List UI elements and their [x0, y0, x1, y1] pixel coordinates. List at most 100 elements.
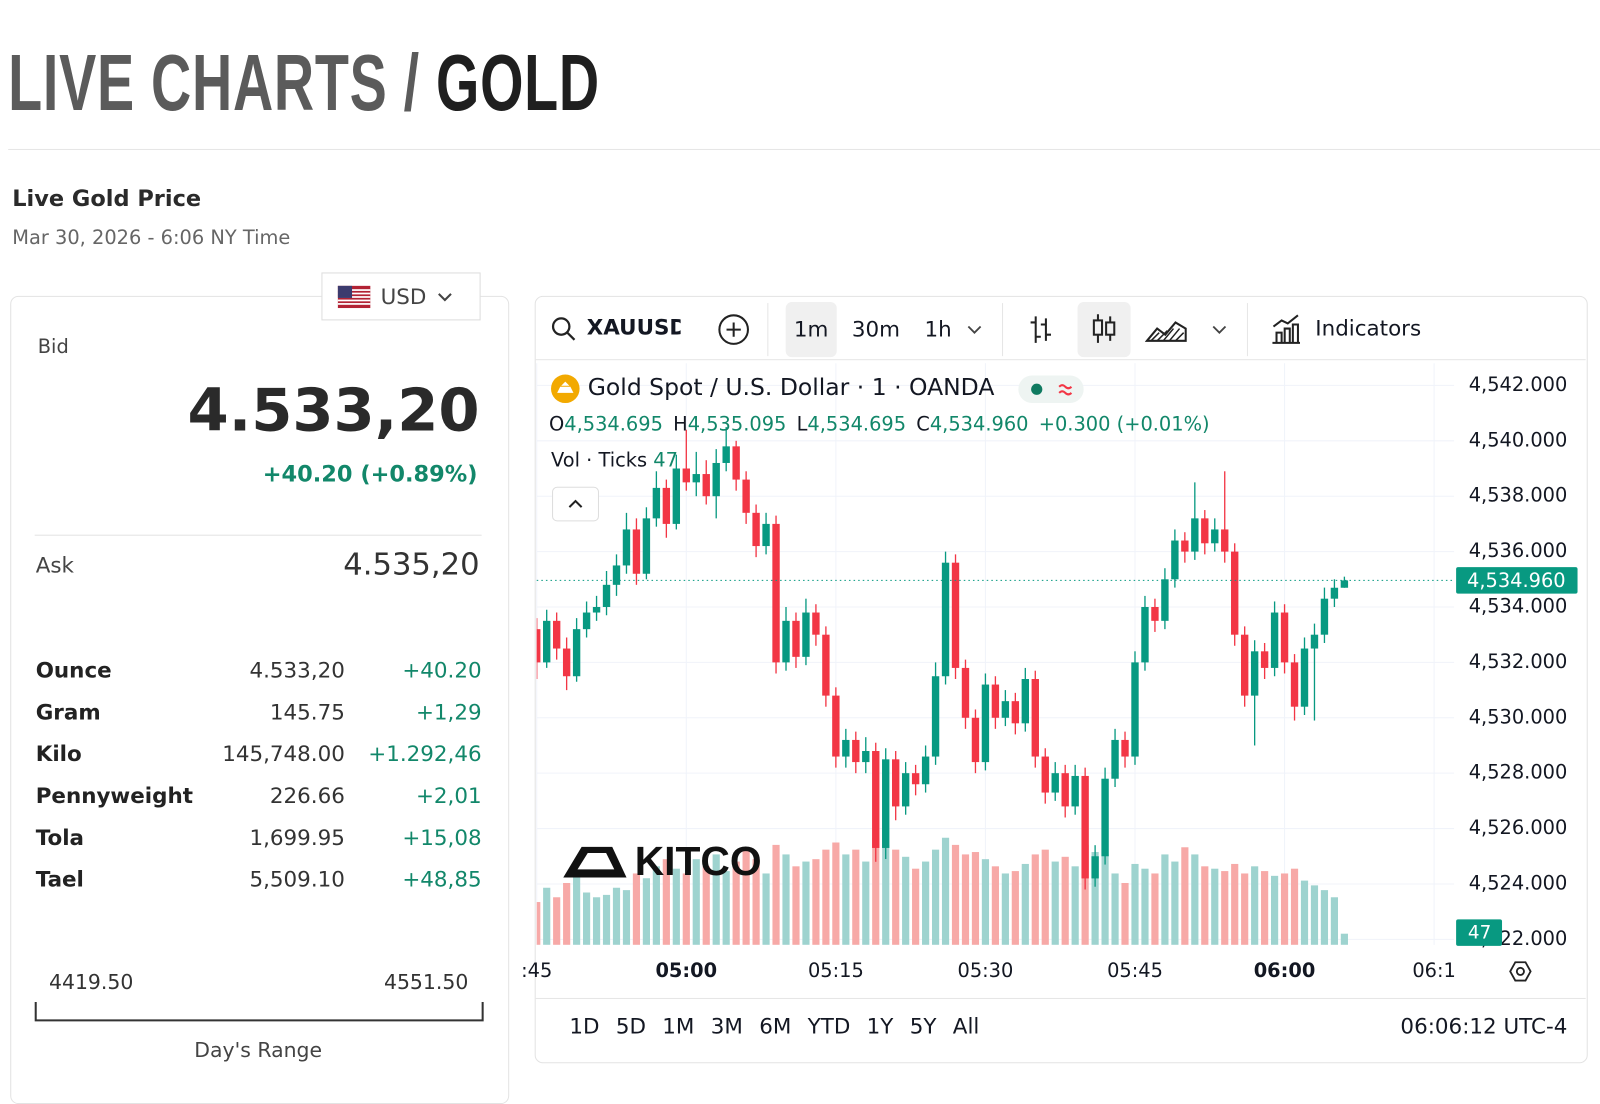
compare-button[interactable]	[716, 312, 751, 347]
sep	[1002, 303, 1004, 357]
range-button[interactable]: YTD	[807, 1014, 851, 1039]
ohlc-key: C	[916, 413, 930, 436]
candle-body	[712, 462, 720, 497]
volume-bar	[1061, 856, 1069, 945]
candles-icon	[1092, 314, 1116, 343]
range-button[interactable]: All	[952, 1014, 980, 1039]
volume-bar	[1011, 871, 1019, 945]
volume-bar	[862, 861, 870, 945]
clock: 06:06:12 UTC-4	[1400, 1014, 1568, 1039]
interval-button[interactable]: 30m	[851, 317, 901, 342]
volume-bar	[812, 859, 820, 945]
indicators-icon[interactable]	[1269, 312, 1302, 345]
volume-bar	[1310, 885, 1319, 945]
unit-name: Gram	[35, 699, 101, 725]
sep	[1246, 303, 1248, 357]
ohlc-value: 4,534.695	[807, 413, 907, 436]
range-button[interactable]: 5D	[615, 1014, 646, 1039]
volume-bar	[792, 866, 800, 945]
interval-button[interactable]: 1h	[924, 317, 952, 342]
volume-bar	[1001, 873, 1009, 945]
candle-body	[822, 634, 830, 696]
bars-icon[interactable]	[1027, 314, 1056, 345]
volume-bar	[1320, 890, 1329, 945]
volume-bar	[1171, 861, 1179, 945]
search-icon[interactable]	[551, 316, 578, 343]
candle-body	[622, 529, 631, 566]
y-tick-label: 4,530.000	[1469, 705, 1568, 728]
volume-bar	[752, 859, 760, 945]
volume-tag	[1456, 919, 1503, 946]
candle-body	[1320, 598, 1329, 635]
collapse-button[interactable]	[552, 486, 599, 522]
volume-bar	[632, 873, 641, 945]
plot	[536, 426, 1349, 945]
candle-body	[1161, 579, 1169, 621]
candle-body	[632, 529, 641, 574]
area-icon[interactable]	[1144, 314, 1188, 343]
interval-group: 1m 30m 1h	[785, 302, 968, 358]
volume-bar	[1041, 849, 1049, 945]
unit-price: 145.75	[269, 699, 345, 725]
symbol[interactable]: XAUUSD	[586, 315, 681, 340]
y-tick-label: 4,532.000	[1469, 650, 1568, 673]
volume-bar	[622, 890, 631, 945]
candle-body	[672, 468, 681, 524]
chevron[interactable]	[1211, 324, 1227, 334]
bid-change: +40.20 (+0.89%)	[262, 462, 478, 488]
range-button[interactable]: 3M	[710, 1014, 743, 1039]
section-heading: Live Gold Price	[12, 186, 202, 213]
candle-body	[742, 479, 750, 513]
chart-title: Gold Spot / U.S. Dollar · 1 · OANDA	[587, 374, 995, 402]
volume-bar	[852, 849, 860, 945]
active-chart-type[interactable]	[1077, 302, 1131, 358]
volume-bar	[1290, 868, 1299, 945]
range-button[interactable]: 1M	[662, 1014, 695, 1039]
currency-select[interactable]: USD	[321, 272, 481, 321]
candle-body	[1101, 778, 1109, 857]
flag-icon	[337, 285, 371, 308]
candle-body	[1300, 648, 1309, 707]
candle-body	[662, 487, 671, 524]
status-pill	[1018, 375, 1084, 404]
candle-body	[752, 512, 760, 547]
candle-body	[1280, 612, 1289, 663]
candle-body	[782, 620, 790, 663]
volume-bar	[1251, 866, 1259, 945]
range-button[interactable]: 5Y	[909, 1014, 937, 1039]
range-button[interactable]: 6M	[759, 1014, 792, 1039]
candle-body	[692, 474, 700, 483]
candle-body	[991, 684, 1000, 718]
candle-body	[882, 759, 890, 848]
candle-body	[1041, 756, 1049, 793]
volume-tag-label: 47	[1468, 923, 1491, 944]
range-label: Day's Range	[194, 1037, 323, 1063]
candle-body	[1211, 529, 1219, 544]
price-card	[10, 295, 510, 1104]
volume-bar	[1191, 854, 1199, 945]
volume-bar	[563, 882, 571, 945]
volume-bar	[1181, 847, 1189, 945]
unit-name: Tola	[35, 825, 85, 850]
volume-bar	[573, 871, 581, 945]
volume-bar	[1221, 871, 1229, 945]
candle-body	[1330, 587, 1339, 599]
volume-bar	[991, 866, 999, 945]
candle-body	[901, 773, 910, 807]
candle-body	[562, 648, 571, 677]
candle-body	[1031, 679, 1039, 757]
candle-body	[1071, 775, 1079, 807]
last-price-tag	[1456, 567, 1578, 594]
candle-body	[1091, 856, 1099, 879]
volume-bar	[1161, 854, 1169, 945]
range-button[interactable]: 1D	[569, 1014, 600, 1039]
volume-bar	[712, 854, 720, 945]
interval-button[interactable]: 1m	[785, 302, 837, 358]
range-bracket	[34, 1002, 484, 1022]
candle-body	[1151, 606, 1159, 621]
volume-bar	[672, 868, 680, 945]
candle-body	[612, 565, 621, 585]
chevron[interactable]	[966, 324, 982, 334]
range-button[interactable]: 1Y	[866, 1014, 894, 1039]
indicators-button[interactable]: Indicators	[1315, 316, 1422, 341]
